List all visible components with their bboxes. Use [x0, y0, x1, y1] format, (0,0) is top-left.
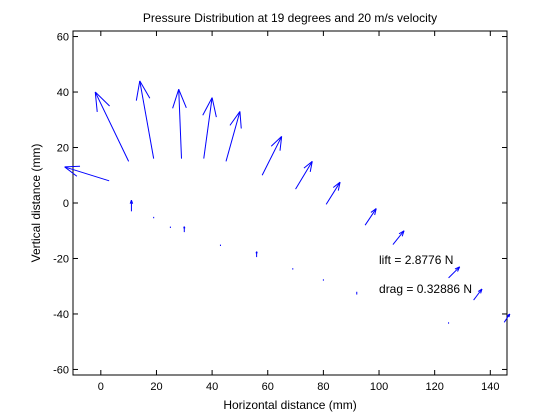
- pressure-arrow: [392, 230, 405, 245]
- annotations: lift = 2.8776 N drag = 0.32886 N: [379, 253, 472, 296]
- y-axis-title: Vertical distance (mm): [29, 144, 43, 263]
- x-tick-label: 60: [262, 381, 274, 393]
- pressure-arrow: [261, 136, 283, 176]
- pressure-arrow: [135, 80, 155, 159]
- plot-area: [72, 30, 508, 376]
- pressure-arrow: [325, 181, 341, 205]
- x-tick-label: 140: [481, 381, 499, 393]
- pressure-arrow: [94, 91, 130, 162]
- x-tick-label: 0: [98, 381, 104, 393]
- y-tick-label: -40: [53, 309, 69, 321]
- pressure-arrow: [473, 288, 483, 301]
- pressure-arrow: [503, 313, 511, 323]
- y-tick-label: 40: [57, 87, 69, 99]
- y-tick-label: 0: [63, 198, 69, 210]
- pressure-arrow: [295, 160, 313, 190]
- pressure-arrow: [448, 266, 461, 279]
- pressure-arrow: [364, 208, 377, 226]
- y-tick-label: -20: [53, 253, 69, 265]
- x-tick-label: 120: [425, 381, 443, 393]
- chart-title: Pressure Distribution at 19 degrees and …: [143, 11, 437, 25]
- y-tick-label: 20: [57, 143, 69, 155]
- x-tick-label: 20: [150, 381, 162, 393]
- drag-annotation: drag = 0.32886 N: [379, 282, 472, 296]
- pressure-arrow: [202, 97, 217, 159]
- pressure-arrow: [225, 111, 242, 162]
- y-tick-label: -60: [53, 364, 69, 376]
- x-axis-title: Horizontal distance (mm): [223, 398, 356, 412]
- x-tick-label: 80: [317, 381, 329, 393]
- pressure-arrow: [129, 200, 134, 212]
- y-tick-label: 60: [57, 32, 69, 44]
- vector-field: [64, 80, 511, 324]
- axis-ticks: [73, 31, 507, 375]
- pressure-arrow: [64, 165, 110, 182]
- tick-labels: 0 20 40 60 80 100 120 140 -60 -40 -20 0 20 40 60: [53, 32, 499, 393]
- x-tick-label: 100: [370, 381, 388, 393]
- pressure-arrow: [255, 251, 258, 258]
- pressure-arrow: [172, 89, 187, 159]
- x-tick-label: 40: [206, 381, 218, 393]
- lift-annotation: lift = 2.8776 N: [379, 253, 453, 267]
- pressure-arrow: [183, 226, 186, 233]
